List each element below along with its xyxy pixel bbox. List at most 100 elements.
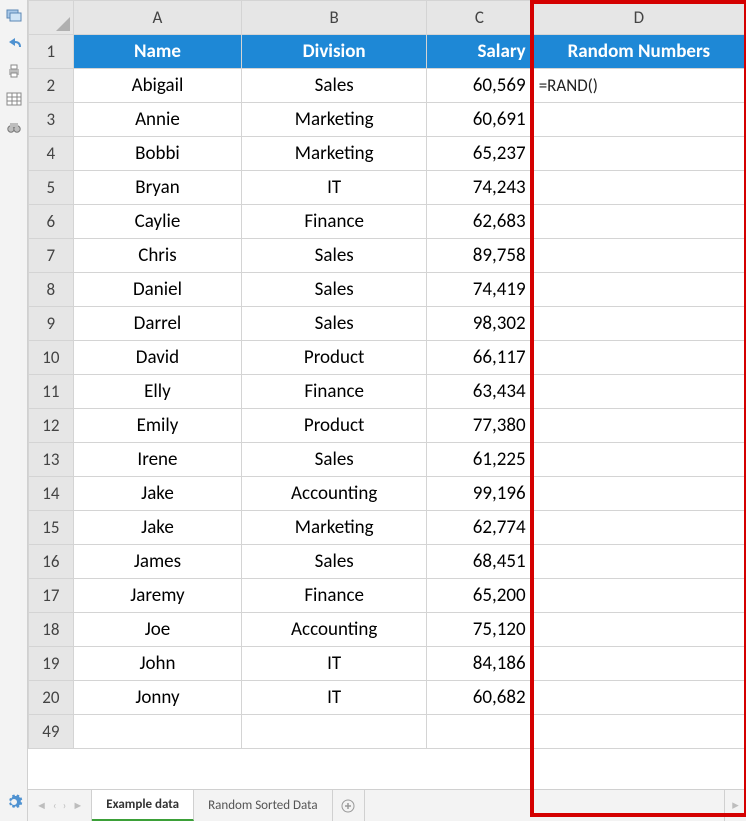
undo-icon[interactable]	[5, 34, 23, 52]
cell-B49[interactable]	[242, 715, 427, 749]
cell-B20[interactable]: IT	[242, 681, 427, 715]
tab-example-data[interactable]: Example data	[92, 790, 194, 821]
cell-A4[interactable]: Bobbi	[73, 137, 242, 171]
cell-B3[interactable]: Marketing	[242, 103, 427, 137]
cell-D13[interactable]	[532, 443, 745, 477]
cell-C3[interactable]: 60,691	[427, 103, 533, 137]
cell-A17[interactable]: Jaremy	[73, 579, 242, 613]
cell-C14[interactable]: 99,196	[427, 477, 533, 511]
cell-D49[interactable]	[532, 715, 745, 749]
cell-D4[interactable]	[532, 137, 745, 171]
cell-C10[interactable]: 66,117	[427, 341, 533, 375]
col-head-C[interactable]: C	[427, 1, 533, 35]
tab-random-sorted[interactable]: Random Sorted Data	[194, 790, 332, 821]
cell-D15[interactable]	[532, 511, 745, 545]
row-head-16[interactable]: 16	[29, 545, 74, 579]
tab-nav-last-icon[interactable]: ►	[72, 799, 83, 812]
cell-A9[interactable]: Darrel	[73, 307, 242, 341]
cell-B10[interactable]: Product	[242, 341, 427, 375]
col-head-B[interactable]: B	[242, 1, 427, 35]
cell-C7[interactable]: 89,758	[427, 239, 533, 273]
cell-A5[interactable]: Bryan	[73, 171, 242, 205]
row-head-5[interactable]: 5	[29, 171, 74, 205]
cell-A16[interactable]: James	[73, 545, 242, 579]
col-head-D[interactable]: D	[532, 1, 745, 35]
cell-D17[interactable]	[532, 579, 745, 613]
row-head-14[interactable]: 14	[29, 477, 74, 511]
row-head-2[interactable]: 2	[29, 69, 74, 103]
select-all-corner[interactable]	[29, 1, 74, 35]
cell-B19[interactable]: IT	[242, 647, 427, 681]
cell-B12[interactable]: Product	[242, 409, 427, 443]
cell-D12[interactable]	[532, 409, 745, 443]
row-head-9[interactable]: 9	[29, 307, 74, 341]
row-head-1[interactable]: 1	[29, 35, 74, 69]
row-head-10[interactable]: 10	[29, 341, 74, 375]
cell-D14[interactable]	[532, 477, 745, 511]
cell-B11[interactable]: Finance	[242, 375, 427, 409]
cell-D9[interactable]	[532, 307, 745, 341]
cell-C12[interactable]: 77,380	[427, 409, 533, 443]
cell-C8[interactable]: 74,419	[427, 273, 533, 307]
cell-B13[interactable]: Sales	[242, 443, 427, 477]
cell-C6[interactable]: 62,683	[427, 205, 533, 239]
cell-C4[interactable]: 65,237	[427, 137, 533, 171]
row-head-13[interactable]: 13	[29, 443, 74, 477]
cell-C20[interactable]: 60,682	[427, 681, 533, 715]
row-head-11[interactable]: 11	[29, 375, 74, 409]
cell-B14[interactable]: Accounting	[242, 477, 427, 511]
cell-D7[interactable]	[532, 239, 745, 273]
cell-A8[interactable]: Daniel	[73, 273, 242, 307]
row-head-4[interactable]: 4	[29, 137, 74, 171]
cell-A14[interactable]: Jake	[73, 477, 242, 511]
cell-C18[interactable]: 75,120	[427, 613, 533, 647]
row-head-7[interactable]: 7	[29, 239, 74, 273]
row-head-18[interactable]: 18	[29, 613, 74, 647]
cell-C16[interactable]: 68,451	[427, 545, 533, 579]
cell-D16[interactable]	[532, 545, 745, 579]
header-random[interactable]: Random Numbers	[532, 35, 745, 69]
cell-C9[interactable]: 98,302	[427, 307, 533, 341]
cell-D6[interactable]	[532, 205, 745, 239]
tab-nav-next-icon[interactable]: ›	[63, 799, 67, 812]
cell-A15[interactable]: Jake	[73, 511, 242, 545]
row-head-6[interactable]: 6	[29, 205, 74, 239]
cell-B6[interactable]: Finance	[242, 205, 427, 239]
binoculars-icon[interactable]	[5, 118, 23, 136]
header-name[interactable]: Name	[73, 35, 242, 69]
row-head-15[interactable]: 15	[29, 511, 74, 545]
row-head-19[interactable]: 19	[29, 647, 74, 681]
row-head-8[interactable]: 8	[29, 273, 74, 307]
cell-B4[interactable]: Marketing	[242, 137, 427, 171]
cell-B15[interactable]: Marketing	[242, 511, 427, 545]
tab-add-button[interactable]	[333, 790, 365, 821]
tab-nav-first-icon[interactable]: ◄	[36, 799, 47, 812]
col-head-A[interactable]: A	[73, 1, 242, 35]
cell-A2[interactable]: Abigail	[73, 69, 242, 103]
header-salary[interactable]: Salary	[427, 35, 533, 69]
cell-A11[interactable]: Elly	[73, 375, 242, 409]
cell-A19[interactable]: John	[73, 647, 242, 681]
cell-D5[interactable]	[532, 171, 745, 205]
cell-D3[interactable]	[532, 103, 745, 137]
spreadsheet-grid[interactable]: A B C D 1NameDivisionSalaryRandom Number…	[28, 0, 746, 749]
cell-A20[interactable]: Jonny	[73, 681, 242, 715]
cell-A13[interactable]: Irene	[73, 443, 242, 477]
cell-B16[interactable]: Sales	[242, 545, 427, 579]
cell-D20[interactable]	[532, 681, 745, 715]
cell-B18[interactable]: Accounting	[242, 613, 427, 647]
cell-A6[interactable]: Caylie	[73, 205, 242, 239]
row-head-12[interactable]: 12	[29, 409, 74, 443]
tab-nav-buttons[interactable]: ◄ ‹ › ►	[28, 790, 92, 821]
cell-C49[interactable]	[427, 715, 533, 749]
cell-B17[interactable]: Finance	[242, 579, 427, 613]
row-head-17[interactable]: 17	[29, 579, 74, 613]
layers-icon[interactable]	[5, 6, 23, 24]
tab-nav-prev-icon[interactable]: ‹	[53, 799, 57, 812]
cell-D8[interactable]	[532, 273, 745, 307]
row-head-49[interactable]: 49	[29, 715, 74, 749]
cell-C13[interactable]: 61,225	[427, 443, 533, 477]
header-division[interactable]: Division	[242, 35, 427, 69]
cell-D18[interactable]	[532, 613, 745, 647]
cell-B9[interactable]: Sales	[242, 307, 427, 341]
